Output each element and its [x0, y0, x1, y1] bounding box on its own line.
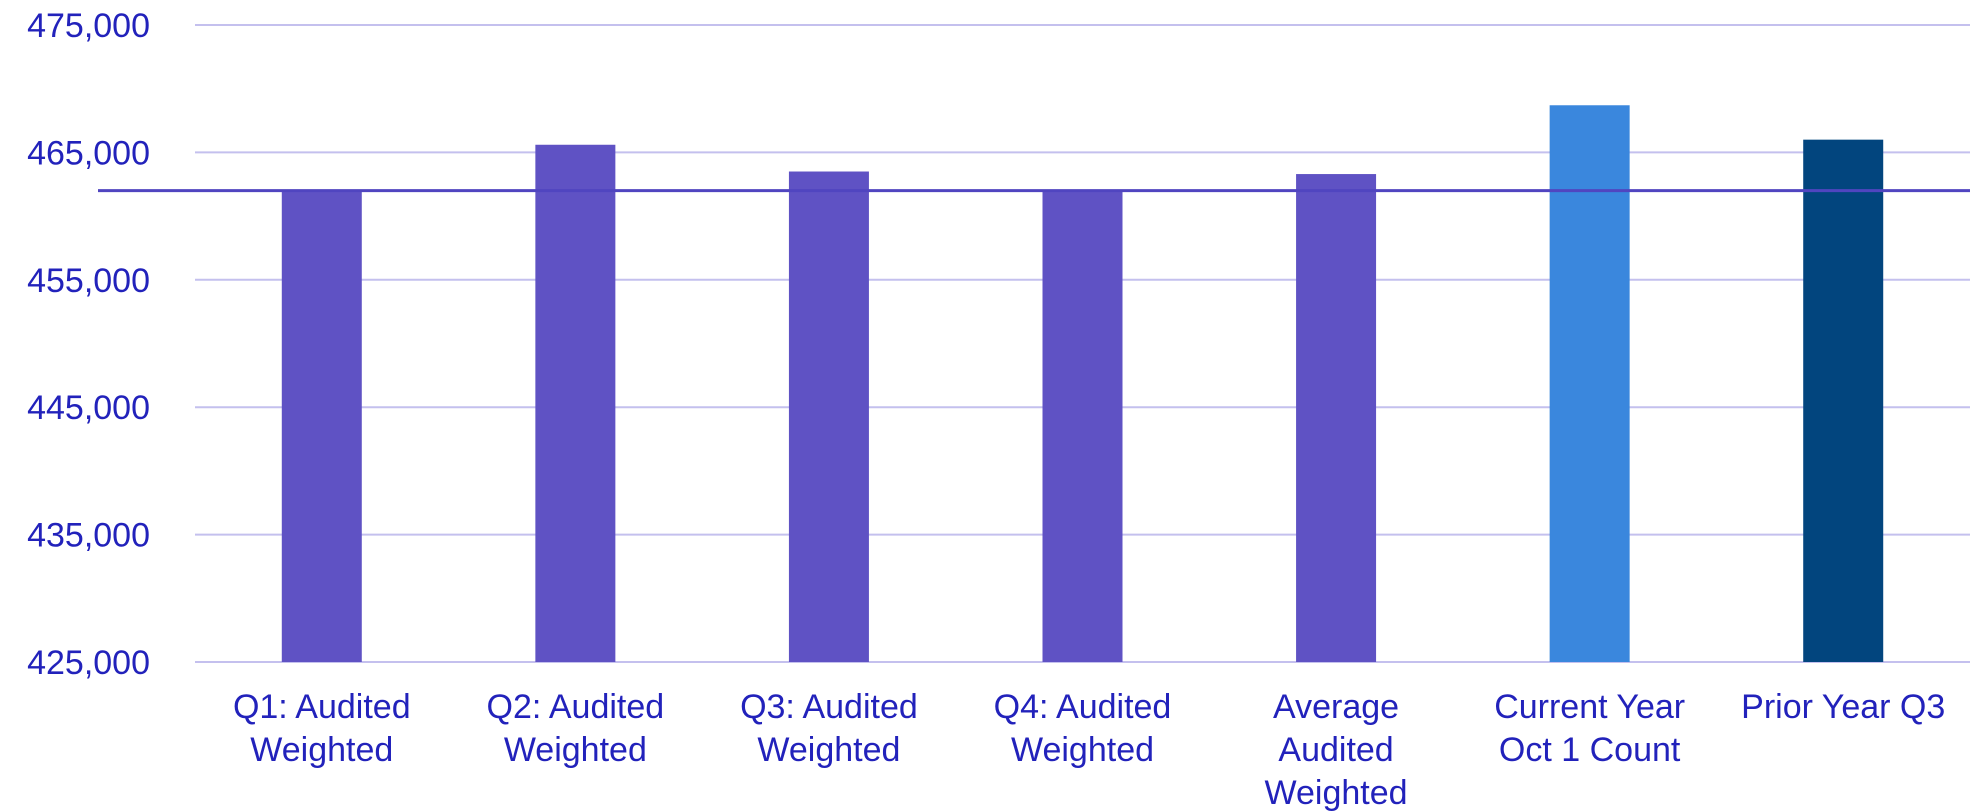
- x-category-label-line: Prior Year Q3: [1741, 688, 1945, 726]
- x-category-label-line: Q3: Audited: [740, 688, 918, 726]
- y-tick-label: 465,000: [27, 134, 150, 172]
- x-category-label-line: Weighted: [1011, 731, 1154, 769]
- y-axis-tick-labels: 425,000 435,000 445,000 455,000 465,000 475,0…: [27, 7, 150, 682]
- bar: [1296, 174, 1377, 663]
- bar: [535, 144, 616, 663]
- x-category-label-line: Average: [1273, 688, 1399, 726]
- y-tick-label: 445,000: [27, 389, 150, 427]
- y-tick-label: 475,000: [27, 7, 150, 45]
- bars: [281, 105, 1884, 663]
- x-category-label-line: Weighted: [1265, 774, 1408, 812]
- bar: [1042, 190, 1123, 662]
- bar: [788, 171, 869, 662]
- bar: [1803, 139, 1884, 662]
- x-category-label-line: Weighted: [250, 731, 393, 769]
- y-tick-label: 455,000: [27, 262, 150, 300]
- x-category-label: Q4: Audited Weighted: [994, 688, 1172, 769]
- x-category-label-line: Audited: [1278, 731, 1393, 769]
- x-category-label-line: Weighted: [757, 731, 900, 769]
- y-tick-label: 435,000: [27, 517, 150, 555]
- x-category-label: Q2: Audited Weighted: [487, 688, 665, 769]
- x-category-label-line: Q4: Audited: [994, 688, 1172, 726]
- y-tick-label: 425,000: [27, 644, 150, 682]
- x-category-label: Average Audited Weighted: [1265, 688, 1408, 812]
- x-category-label: Current Year Oct 1 Count: [1494, 688, 1685, 769]
- x-category-label-line: Q1: Audited: [233, 688, 411, 726]
- x-category-label: Q1: Audited Weighted: [233, 688, 411, 769]
- x-category-label-line: Oct 1 Count: [1499, 731, 1681, 769]
- x-category-label-line: Weighted: [504, 731, 647, 769]
- x-category-label-line: Q2: Audited: [487, 688, 665, 726]
- x-category-label-line: Current Year: [1494, 688, 1685, 726]
- bar: [1549, 105, 1630, 662]
- x-category-label: Q3: Audited Weighted: [740, 688, 918, 769]
- bar: [281, 190, 362, 662]
- x-category-label: Prior Year Q3: [1741, 688, 1945, 726]
